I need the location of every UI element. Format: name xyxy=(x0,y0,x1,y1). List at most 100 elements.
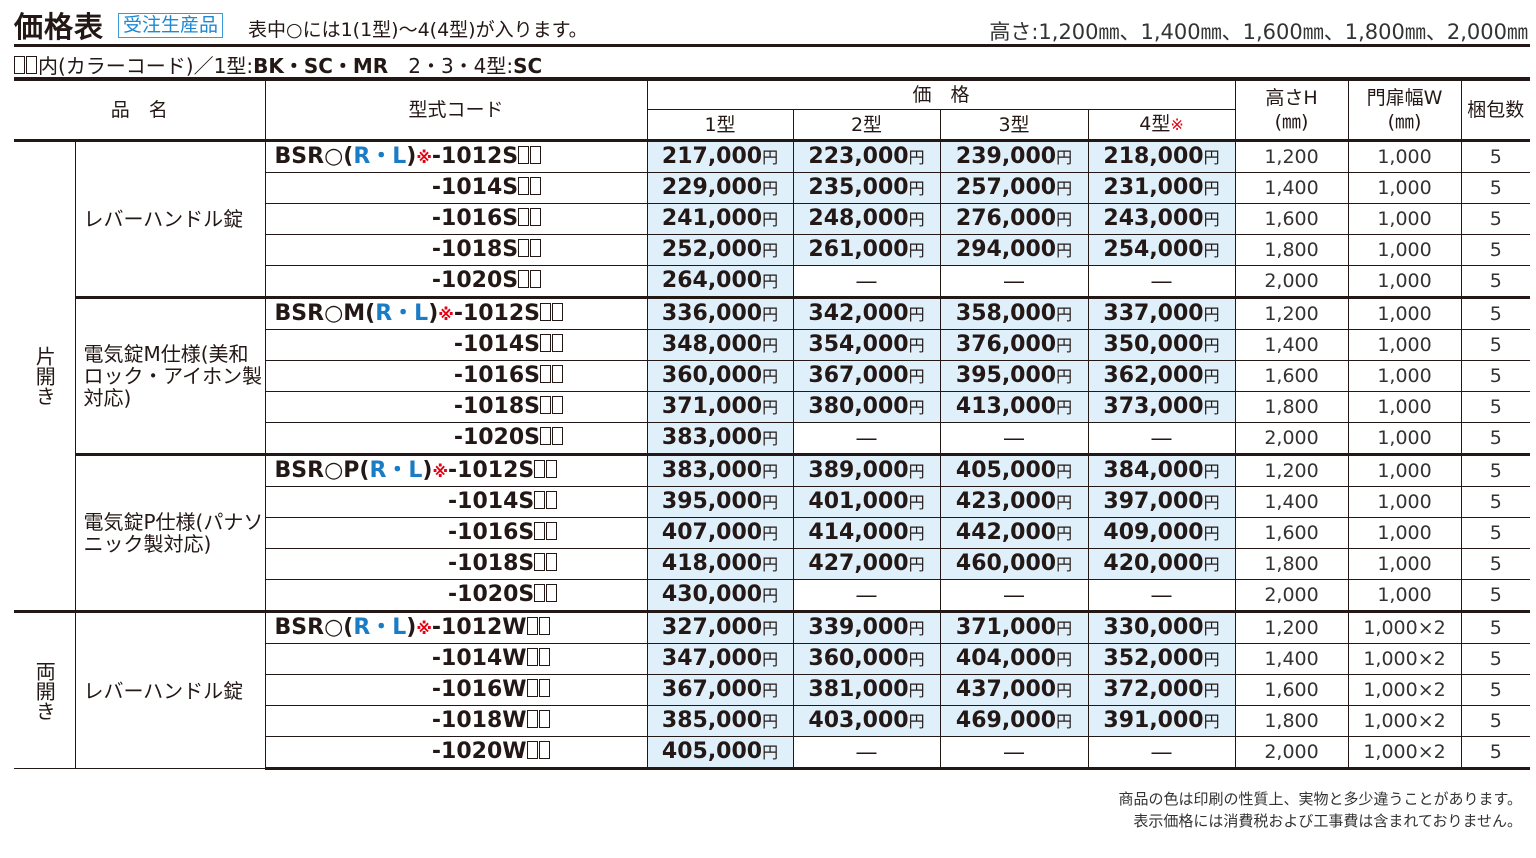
price-type1: 229,000円 xyxy=(646,172,794,204)
height-value: 1,400 xyxy=(1234,172,1349,204)
color-box-icon xyxy=(546,490,558,509)
price-type3: 371,000円 xyxy=(939,610,1089,644)
price-type4: 391,000円 xyxy=(1087,705,1236,737)
table-row: BSR○M(R・L)※-1014S348,000円354,000円376,000… xyxy=(14,329,1531,361)
product-name: レバーハンドル錠 xyxy=(74,610,266,769)
pack-count: 5 xyxy=(1460,736,1531,770)
height-value: 1,200 xyxy=(1234,453,1349,487)
pack-count: 5 xyxy=(1460,139,1531,173)
width-value: 1,000 xyxy=(1347,453,1462,487)
color-box-icon xyxy=(534,583,546,602)
pack-count: 5 xyxy=(1460,486,1531,518)
price-type2: 223,000円 xyxy=(792,139,941,173)
price-type3: 395,000円 xyxy=(939,360,1089,392)
price-type2: 235,000円 xyxy=(792,172,941,204)
height-value: 1,800 xyxy=(1234,705,1349,737)
color-box-icon xyxy=(534,490,546,509)
color-box-icon xyxy=(552,426,564,445)
width-value: 1,000×2 xyxy=(1347,674,1462,706)
color-box-icon xyxy=(26,56,37,74)
height-value: 1,600 xyxy=(1234,674,1349,706)
width-value: 1,000 xyxy=(1347,486,1462,518)
price-na: ― xyxy=(1087,422,1236,455)
col-code: 型式コード xyxy=(264,80,648,141)
price-na: ― xyxy=(939,265,1089,298)
pack-count: 5 xyxy=(1460,643,1531,675)
price-type4: 350,000円 xyxy=(1087,329,1236,361)
width-value: 1,000 xyxy=(1347,139,1462,173)
model-code: BSR○P(R・L)※-1020S xyxy=(264,579,648,612)
price-na: ― xyxy=(1087,579,1236,612)
price-type3: 404,000円 xyxy=(939,643,1089,675)
width-value: 1,000×2 xyxy=(1347,610,1462,644)
height-value: 2,000 xyxy=(1234,579,1349,612)
color-box-icon xyxy=(552,302,564,321)
price-type3: 239,000円 xyxy=(939,139,1089,173)
model-code: BSR○P(R・L)※-1016S xyxy=(264,517,648,549)
color-box-icon xyxy=(518,269,530,288)
price-type3: 413,000円 xyxy=(939,391,1089,423)
color-box-icon xyxy=(552,395,564,414)
height-value: 1,400 xyxy=(1234,643,1349,675)
price-na: ― xyxy=(792,736,941,770)
price-type4: 409,000円 xyxy=(1087,517,1236,549)
color-box-icon xyxy=(540,426,552,445)
price-type4: 352,000円 xyxy=(1087,643,1236,675)
width-value: 1,000 xyxy=(1347,203,1462,235)
model-code: BSR○M(R・L)※-1018S xyxy=(264,391,648,423)
price-type4: 397,000円 xyxy=(1087,486,1236,518)
product-name: レバーハンドル錠 xyxy=(74,139,266,298)
price-type3: 294,000円 xyxy=(939,234,1089,266)
width-value: 1,000 xyxy=(1347,360,1462,392)
pack-count: 5 xyxy=(1460,579,1531,612)
color-box-icon xyxy=(526,647,538,666)
color-box-icon xyxy=(552,333,564,352)
pack-count: 5 xyxy=(1460,265,1531,298)
product-name: 電気錠P仕様(パナソニック製対応) xyxy=(74,453,266,612)
width-value: 1,000 xyxy=(1347,579,1462,612)
price-na: ― xyxy=(939,422,1089,455)
price-type1: 348,000円 xyxy=(646,329,794,361)
width-value: 1,000 xyxy=(1347,296,1462,330)
pack-count: 5 xyxy=(1460,453,1531,487)
price-type2: 342,000円 xyxy=(792,296,941,330)
width-value: 1,000 xyxy=(1347,172,1462,204)
color-box-icon xyxy=(530,176,542,195)
price-type4: 362,000円 xyxy=(1087,360,1236,392)
col-type1: 1型 xyxy=(646,109,794,142)
price-type1: 327,000円 xyxy=(646,610,794,644)
price-type1: 383,000円 xyxy=(646,453,794,487)
price-type3: 469,000円 xyxy=(939,705,1089,737)
color-box-icon xyxy=(518,176,530,195)
pack-count: 5 xyxy=(1460,329,1531,361)
table-row: BSR○M(R・L)※-1016S360,000円367,000円395,000… xyxy=(14,360,1531,392)
table-row: BSR○(R・L)※-1018S252,000円261,000円294,000円… xyxy=(14,234,1531,266)
color-box-icon xyxy=(530,238,542,257)
price-type1: 252,000円 xyxy=(646,234,794,266)
price-type1: 367,000円 xyxy=(646,674,794,706)
height-value: 2,000 xyxy=(1234,422,1349,455)
model-code: BSR○P(R・L)※-1012S xyxy=(264,453,648,487)
table-row: BSR○(R・L)※-1014W347,000円360,000円404,000円… xyxy=(14,643,1531,675)
price-type1: 405,000円 xyxy=(646,736,794,770)
price-type4: 373,000円 xyxy=(1087,391,1236,423)
price-type4: 330,000円 xyxy=(1087,610,1236,644)
price-type1: 347,000円 xyxy=(646,643,794,675)
model-code: BSR○(R・L)※-1016W xyxy=(264,674,648,706)
color-box-icon xyxy=(526,740,538,759)
price-type4: 243,000円 xyxy=(1087,203,1236,235)
table-row: BSR○P(R・L)※-1014S395,000円401,000円423,000… xyxy=(14,486,1531,518)
width-value: 1,000×2 xyxy=(1347,736,1462,770)
price-type4: 231,000円 xyxy=(1087,172,1236,204)
model-code: BSR○(R・L)※-1016S xyxy=(264,203,648,235)
color-box-icon xyxy=(538,616,550,635)
price-type4: 254,000円 xyxy=(1087,234,1236,266)
color-box-icon xyxy=(518,207,530,226)
price-type1: 430,000円 xyxy=(646,579,794,612)
model-code: BSR○(R・L)※-1020W xyxy=(264,736,648,770)
color-box-icon xyxy=(546,583,558,602)
color-box-icon xyxy=(518,238,530,257)
height-value: 1,200 xyxy=(1234,296,1349,330)
model-code: BSR○P(R・L)※-1018S xyxy=(264,548,648,580)
